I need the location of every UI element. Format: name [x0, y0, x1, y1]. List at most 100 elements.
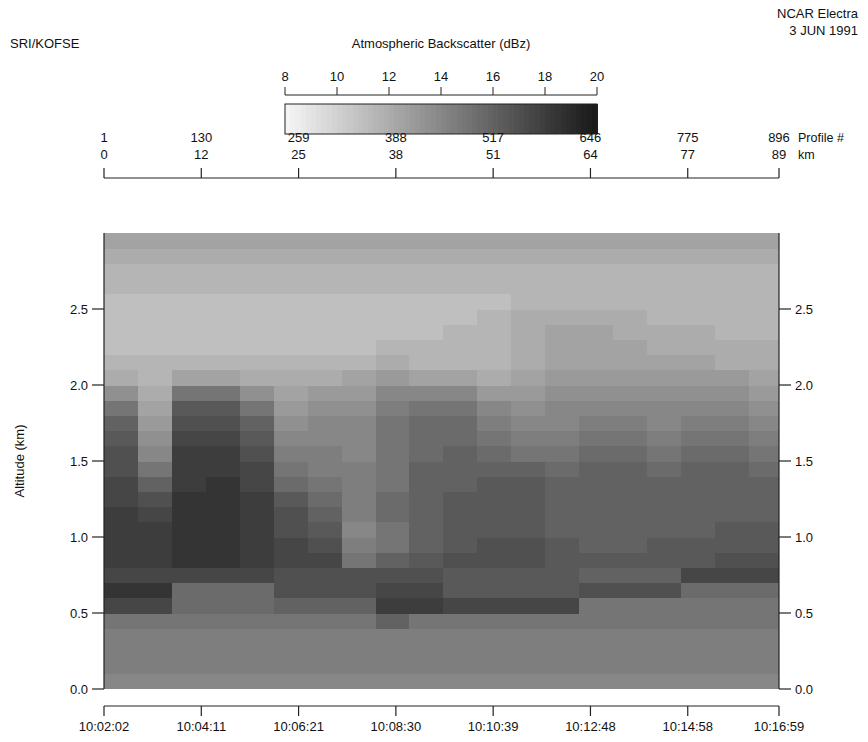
heatmap-cell — [308, 279, 343, 295]
colorbar-tick-label: 8 — [281, 69, 288, 84]
heatmap-cell — [749, 613, 779, 629]
colorbar-swatch — [462, 104, 468, 134]
heatmap-cell — [308, 248, 343, 264]
heatmap-cell — [579, 507, 614, 523]
x2-tick-label: 130 — [190, 130, 212, 145]
heatmap-cell — [172, 263, 207, 279]
heatmap-cell — [647, 598, 682, 614]
annotation: SRI/KOFSE — [10, 36, 80, 51]
heatmap-cell — [545, 674, 580, 689]
heatmap-cell — [172, 507, 207, 523]
heatmap-cell — [376, 674, 411, 689]
heatmap-cell — [206, 279, 241, 295]
heatmap-cell — [579, 674, 614, 689]
heatmap-cell — [647, 370, 682, 386]
heatmap-cell — [715, 233, 750, 249]
heatmap-cell — [206, 263, 241, 279]
heatmap-cell — [613, 659, 648, 675]
colorbar-swatch — [410, 104, 416, 134]
x3-tick-label: 0 — [100, 147, 107, 162]
colorbar-tick — [389, 87, 390, 95]
y-tick-label: 1.0 — [70, 530, 88, 545]
colorbar-swatch — [555, 104, 561, 134]
x3-tick-label: 25 — [291, 147, 305, 162]
heatmap-cell — [613, 674, 648, 689]
heatmap-cell — [206, 659, 241, 675]
heatmap-cell — [579, 339, 614, 355]
heatmap-cell — [138, 567, 173, 583]
heatmap-cell — [342, 309, 377, 325]
x2-tick — [395, 168, 396, 178]
heatmap-cell — [477, 355, 512, 371]
heatmap-cell — [138, 628, 173, 644]
heatmap-cell — [409, 339, 444, 355]
heatmap-cell — [308, 628, 343, 644]
heatmap-cell — [104, 552, 139, 568]
heatmap-cell — [749, 263, 779, 279]
heatmap-cell — [715, 583, 750, 599]
heatmap-cell — [545, 294, 580, 310]
heatmap-cell — [342, 446, 377, 462]
heatmap-cell — [647, 583, 682, 599]
chart: NCAR Electra3 JUN 1991SRI/KOFSEAtmospher… — [0, 0, 868, 742]
x2-tick — [493, 168, 494, 178]
heatmap-cell — [274, 507, 309, 523]
heatmap-cell — [409, 233, 444, 249]
heatmap-cell — [409, 279, 444, 295]
title: NCAR Electra — [777, 6, 859, 21]
heatmap-cell — [647, 248, 682, 264]
heatmap-cell — [376, 643, 411, 659]
x-tick-label: 10:14:58 — [662, 719, 713, 734]
heatmap-cell — [342, 522, 377, 538]
heatmap-cell — [443, 400, 478, 416]
heatmap-cell — [138, 446, 173, 462]
heatmap-cell — [545, 309, 580, 325]
heatmap-cell — [376, 628, 411, 644]
heatmap-cell — [342, 598, 377, 614]
heatmap-cell — [206, 446, 241, 462]
heatmap-cell — [308, 385, 343, 401]
heatmap-cell — [240, 309, 275, 325]
heatmap-cell — [240, 567, 275, 583]
colorbar-swatch — [529, 104, 535, 134]
heatmap-cell — [138, 522, 173, 538]
heatmap-cell — [681, 324, 716, 340]
heatmap-cell — [613, 339, 648, 355]
heatmap-cell — [647, 263, 682, 279]
heatmap-cell — [477, 263, 512, 279]
heatmap-cell — [477, 446, 512, 462]
heatmap-cell — [443, 415, 478, 431]
heatmap-cell — [715, 339, 750, 355]
heatmap-cell — [613, 400, 648, 416]
heatmap-cell — [613, 522, 648, 538]
heatmap-cell — [681, 537, 716, 553]
heatmap-cell — [274, 324, 309, 340]
heatmap-cell — [172, 294, 207, 310]
heatmap-cell — [477, 476, 512, 492]
heatmap-cell — [613, 385, 648, 401]
x-tick — [590, 706, 591, 716]
heatmap-cell — [443, 598, 478, 614]
heatmap-cell — [477, 583, 512, 599]
heatmap-cell — [308, 370, 343, 386]
heatmap-cell — [240, 415, 275, 431]
heatmap-cell — [613, 552, 648, 568]
heatmap-cell — [138, 248, 173, 264]
heatmap-cell — [749, 598, 779, 614]
heatmap-cell — [443, 279, 478, 295]
heatmap-cell — [681, 659, 716, 675]
heatmap-cell — [579, 628, 614, 644]
heatmap-cell — [545, 248, 580, 264]
heatmap-cell — [443, 446, 478, 462]
heatmap-cell — [715, 552, 750, 568]
heatmap-cell — [376, 507, 411, 523]
heatmap-cell — [443, 370, 478, 386]
y-tick-right — [779, 536, 791, 537]
heatmap-cell — [579, 294, 614, 310]
heatmap-cell — [715, 476, 750, 492]
heatmap-cell — [579, 583, 614, 599]
heatmap-cell — [172, 400, 207, 416]
heatmap-cell — [342, 339, 377, 355]
heatmap-cell — [206, 400, 241, 416]
heatmap-cell — [172, 431, 207, 447]
